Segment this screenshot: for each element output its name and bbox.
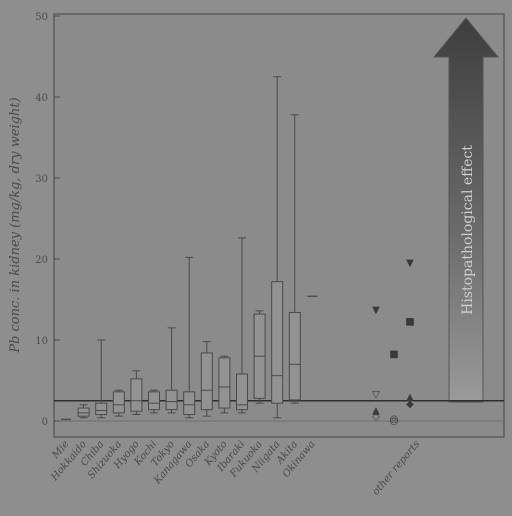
box-iqr xyxy=(165,389,178,411)
other-report-point: ◇ xyxy=(372,411,380,422)
box-hyogo xyxy=(130,370,143,416)
other-report-point: ▲ xyxy=(406,392,414,403)
box-osaka xyxy=(200,341,213,417)
other-report-point: ▼ xyxy=(372,305,380,316)
box-kochi xyxy=(148,389,160,414)
box-fukuoka xyxy=(253,310,266,404)
other-report-point: ▲ xyxy=(372,406,380,417)
effect-annotation: Histopathological effect xyxy=(460,145,476,315)
box-iqr xyxy=(112,391,125,414)
box-iqr xyxy=(288,311,301,401)
box-iqr xyxy=(77,407,90,417)
other-report-point: ◆ xyxy=(406,399,414,410)
box-chiba xyxy=(95,339,108,419)
box-ibaraki xyxy=(236,237,248,414)
y-axis-label: Pb conc. in kidney (mg/kg, dry weight) xyxy=(8,97,23,353)
box-shizuoka xyxy=(112,389,125,417)
box-niigata xyxy=(271,76,284,419)
y-tick-label: 0 xyxy=(42,417,48,428)
box-akita xyxy=(288,114,301,404)
box-iqr xyxy=(130,378,143,412)
box-iqr xyxy=(95,402,108,416)
other-report-point: ▼ xyxy=(406,258,414,269)
box-hokkaido xyxy=(77,404,90,419)
effect-arrow xyxy=(432,17,500,403)
other-reports-label: other reports xyxy=(371,439,423,498)
other-report-point: ■ xyxy=(405,317,414,328)
box-kyoto xyxy=(218,355,231,414)
other-report-point: ◎ xyxy=(390,414,399,425)
other-report-point: ▽ xyxy=(372,389,380,400)
y-tick-label: 20 xyxy=(35,255,48,266)
box-iqr xyxy=(236,373,248,411)
y-tick-label: 10 xyxy=(35,336,48,347)
other-report-point: ○ xyxy=(390,416,399,427)
other-report-point: ■ xyxy=(389,349,398,360)
box-iqr xyxy=(148,391,160,411)
y-tick-label: 50 xyxy=(35,12,48,23)
box-iqr xyxy=(218,357,231,409)
y-tick-label: 30 xyxy=(35,174,48,185)
y-tick-label: 40 xyxy=(35,93,48,104)
box-iqr xyxy=(200,352,213,411)
box-iqr xyxy=(271,281,284,404)
box-kanagawa xyxy=(183,256,196,419)
box-iqr xyxy=(183,391,196,416)
box-tokyo xyxy=(165,327,178,414)
